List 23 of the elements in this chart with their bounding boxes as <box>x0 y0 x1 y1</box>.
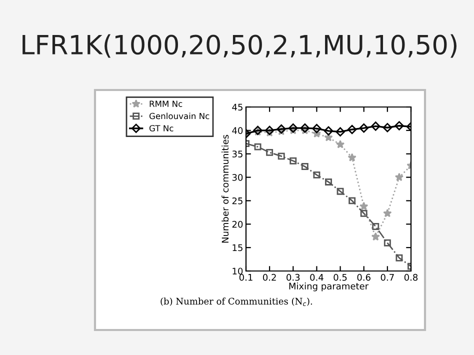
legend-label: GT Nc <box>149 125 174 132</box>
x-tick-label: 0.8 <box>404 274 418 281</box>
x-tick-label: 0.3 <box>286 274 300 281</box>
x-tick-label: 0.7 <box>380 274 394 281</box>
x-tick-label: 0.6 <box>357 274 370 281</box>
y-tick-label: 40 <box>232 127 243 134</box>
y-tick-label: 30 <box>232 174 243 181</box>
y-axis-title: Number of communities <box>222 134 229 243</box>
y-tick-label: 20 <box>232 220 243 228</box>
y-tick-label: 15 <box>232 244 242 252</box>
y-tick-label: 35 <box>232 150 242 158</box>
x-axis-title: Mixing parameter <box>289 282 369 292</box>
chart-title: LFR1K(1000,20,50,2,1,MU,10,50) <box>22 34 456 58</box>
text: (b) Number of Communities (N$_{c}$). <box>160 298 312 306</box>
x-tick-label: 0.4 <box>310 274 324 281</box>
y-tick-label: 45 <box>232 104 242 111</box>
x-tick-label: 0.5 <box>334 274 347 281</box>
y-tick-label: 10 <box>232 268 243 275</box>
legend-label: Genlouvain Nc <box>149 112 210 120</box>
x-tick-label: 0.2 <box>262 274 276 281</box>
legend-label: RMM Nc <box>150 100 182 107</box>
y-tick-label: 25 <box>232 197 242 204</box>
x-tick-label: 0.1 <box>239 274 252 281</box>
